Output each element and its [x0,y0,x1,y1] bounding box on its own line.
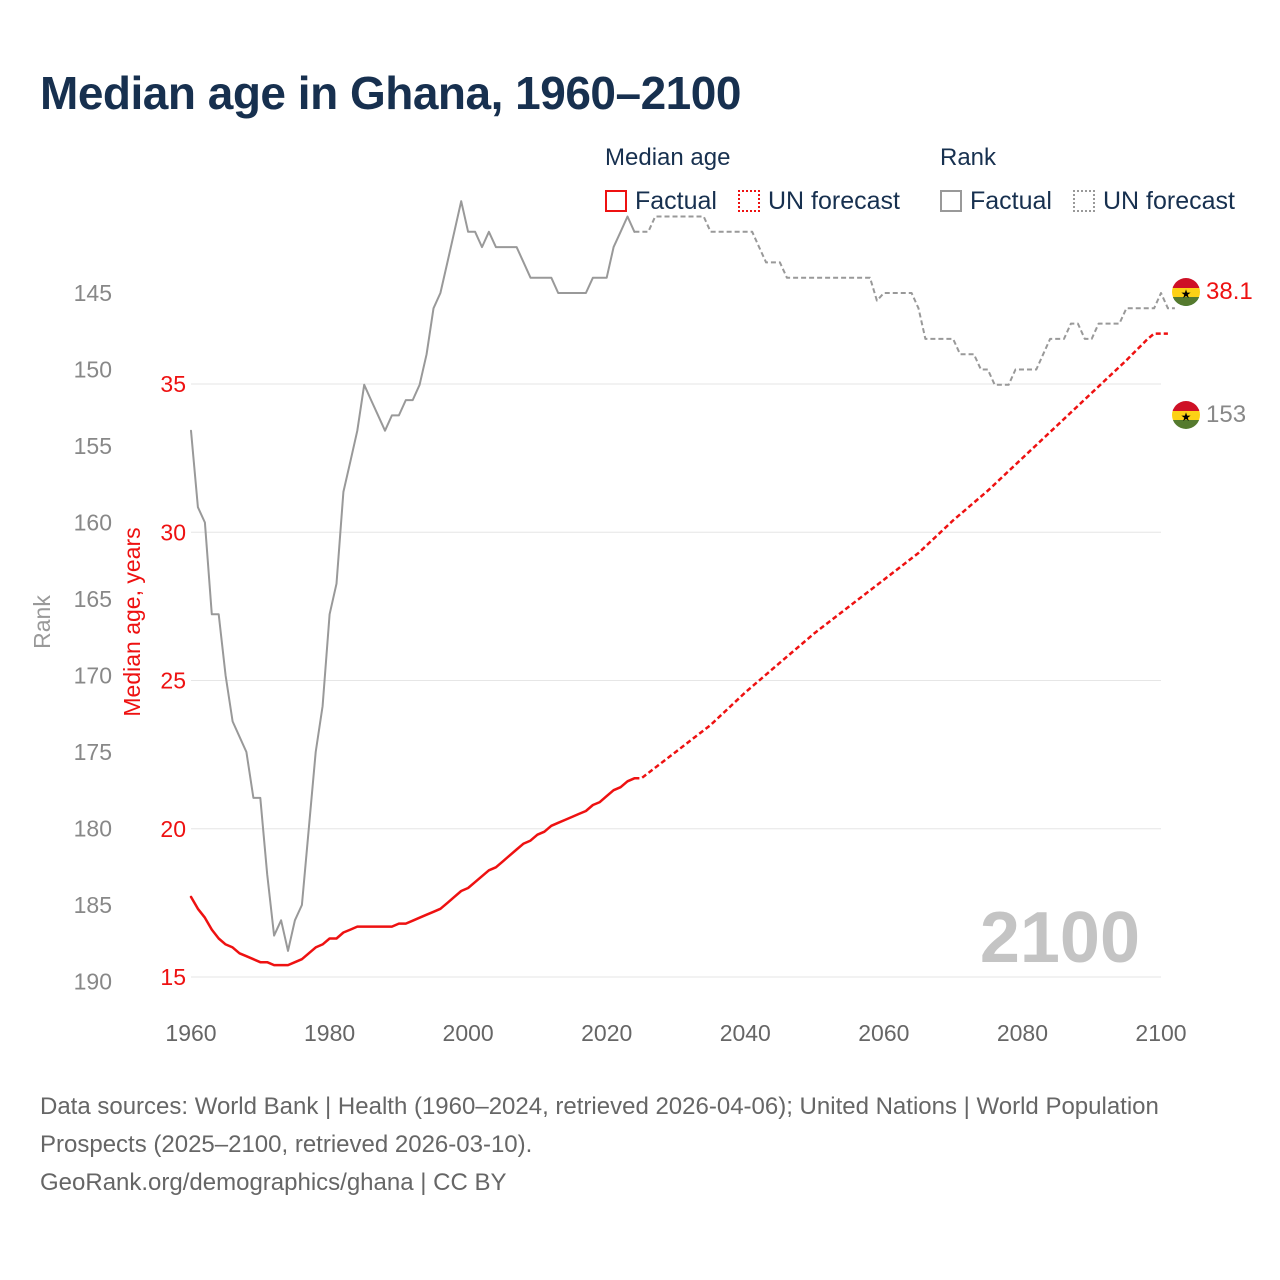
x-tick-label: 2080 [997,1020,1048,1046]
legend-swatch-median-factual [605,190,627,212]
svg-text:★: ★ [1181,287,1192,301]
legend-label-median-forecast: UN forecast [768,186,900,215]
rank-tick-label: 145 [74,280,112,306]
rank-tick-label: 170 [74,663,112,689]
legend-swatch-median-forecast [738,190,760,212]
rank-axis-title: Rank [29,595,55,649]
data-sources-text: Data sources: World Bank | Health (1960–… [40,1093,1159,1158]
legend-item-rank-factual[interactable]: Factual [940,186,1052,216]
x-tick-label: 1980 [304,1020,355,1046]
legend-label-median-factual: Factual [635,186,717,215]
rank-tick-label: 155 [74,433,112,459]
gridlines [191,383,1161,978]
legend-item-rank-forecast[interactable]: UN forecast [1073,186,1235,216]
rank-end-label: 153 [1206,401,1246,428]
median-age-forecast-line [634,332,1168,780]
x-tick-label: 1960 [165,1020,216,1046]
rank-tick-label: 185 [74,892,112,918]
legend-heading-rank: Rank [940,144,997,171]
legend-item-median-factual[interactable]: Factual [605,186,717,216]
current-year-watermark: 2100 [980,898,1140,978]
chart-title: Median age in Ghana, 1960–2100 [40,67,741,119]
rank-factual-line [190,200,636,952]
ghana-flag-icon: ★ [1172,278,1200,306]
series-lines [189,200,1175,967]
median-age-chart: 15 20 25 30 35 145 150 155 160 165 170 175 180 185 190… [29,200,1253,1046]
median-tick-label: 20 [160,816,186,842]
legend-label-rank-forecast: UN forecast [1103,186,1235,215]
legend-swatch-rank-forecast [1073,190,1095,212]
median-axis-title: Median age, years [119,527,145,716]
x-tick-label: 2040 [720,1020,771,1046]
rank-tick-label: 165 [74,586,112,612]
rank-tick-label: 180 [74,816,112,842]
rank-tick-label: 150 [74,357,112,383]
svg-text:★: ★ [1181,410,1192,424]
x-tick-label: 2000 [443,1020,494,1046]
legend-label-rank-factual: Factual [970,186,1052,215]
median-tick-label: 30 [160,519,186,545]
x-tick-label: 2020 [581,1020,632,1046]
median-tick-label: 15 [160,964,186,990]
footer: Data sources: World Bank | Health (1960–… [40,1088,1220,1202]
rank-tick-label: 175 [74,739,112,765]
legend-swatch-rank-factual [940,190,962,212]
axes: 15 20 25 30 35 145 150 155 160 165 170 175 180 185 190… [29,280,1187,1046]
rank-forecast-line [634,215,1175,386]
median-tick-label: 25 [160,668,186,694]
rank-tick-label: 160 [74,510,112,536]
legend-heading-median-age: Median age [605,144,731,171]
x-tick-label: 2060 [858,1020,909,1046]
rank-tick-label: 190 [74,969,112,995]
median-tick-label: 35 [160,371,186,397]
ghana-flag-icon: ★ [1172,401,1200,429]
median-age-factual-line [189,777,636,967]
median-end-label: 38.1 [1206,278,1253,305]
legend-item-median-forecast[interactable]: UN forecast [738,186,900,216]
x-tick-label: 2100 [1135,1020,1186,1046]
credit-text: GeoRank.org/demographics/ghana | CC BY [40,1169,507,1196]
